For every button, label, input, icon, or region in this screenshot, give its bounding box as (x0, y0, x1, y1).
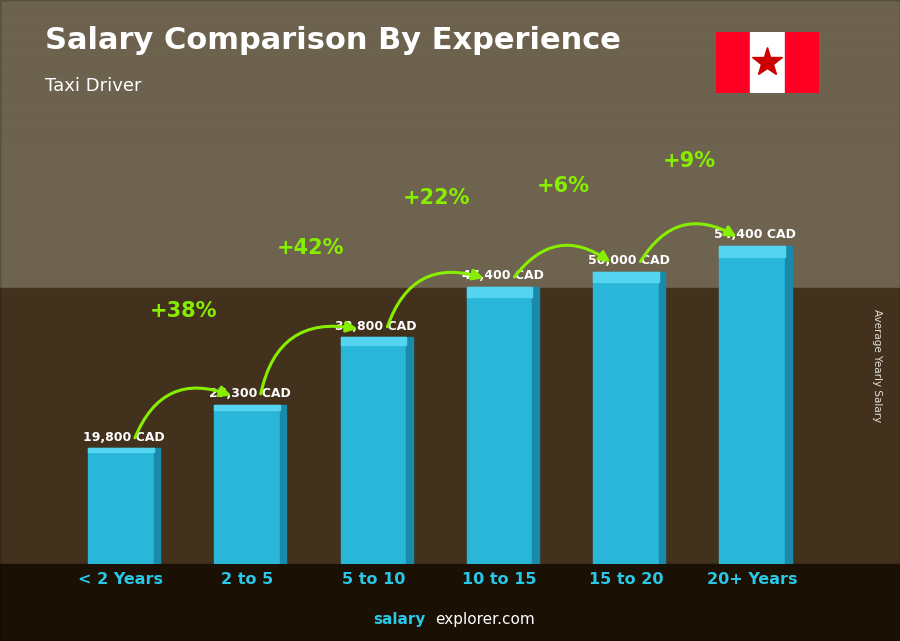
Text: 27,300 CAD: 27,300 CAD (209, 387, 291, 400)
Text: +22%: +22% (403, 188, 470, 208)
Bar (88, 448, 154, 564)
Bar (0, 29, 900, 43)
Bar (593, 272, 659, 282)
Bar (0, 115, 900, 129)
Text: 50,000 CAD: 50,000 CAD (588, 254, 670, 267)
Bar (750, 32, 785, 93)
Text: Taxi Driver: Taxi Driver (45, 77, 141, 95)
Text: +38%: +38% (150, 301, 218, 321)
Polygon shape (659, 272, 665, 564)
Bar (214, 404, 280, 410)
Bar (593, 272, 659, 564)
Bar (0, 43, 900, 58)
Bar (0, 0, 900, 14)
Bar (0, 245, 900, 260)
Bar (340, 337, 406, 345)
Bar (0, 101, 900, 115)
Bar (0, 564, 900, 641)
Bar (0, 274, 900, 288)
Bar (0, 0, 900, 288)
Bar (0, 72, 900, 87)
Bar (214, 404, 280, 564)
Bar (719, 246, 785, 257)
Bar (0, 288, 900, 564)
Bar (0, 159, 900, 173)
Bar (719, 246, 785, 564)
Bar (0, 58, 900, 72)
Text: +6%: +6% (536, 176, 590, 196)
Bar (716, 32, 750, 93)
Text: salary: salary (374, 612, 426, 627)
Bar (0, 202, 900, 216)
Text: explorer.com: explorer.com (435, 612, 535, 627)
Polygon shape (533, 287, 539, 564)
Polygon shape (280, 404, 286, 564)
Bar (0, 144, 900, 158)
Bar (467, 287, 533, 297)
Polygon shape (785, 246, 792, 564)
Text: +42%: +42% (276, 238, 344, 258)
Bar (467, 287, 533, 564)
Bar (0, 129, 900, 144)
Text: Average Yearly Salary: Average Yearly Salary (872, 309, 883, 422)
Bar (0, 187, 900, 202)
Text: +9%: +9% (662, 151, 716, 171)
Text: 54,400 CAD: 54,400 CAD (715, 228, 796, 242)
Bar (0, 231, 900, 245)
Text: 47,400 CAD: 47,400 CAD (462, 269, 544, 282)
Bar (340, 337, 406, 564)
Bar (0, 217, 900, 231)
Polygon shape (154, 448, 160, 564)
Text: 38,800 CAD: 38,800 CAD (336, 320, 417, 333)
Polygon shape (406, 337, 413, 564)
Bar (0, 260, 900, 274)
Bar (0, 87, 900, 101)
Bar (0, 14, 900, 29)
Bar (785, 32, 819, 93)
Text: 19,800 CAD: 19,800 CAD (83, 431, 165, 444)
Bar (88, 448, 154, 453)
Text: Salary Comparison By Experience: Salary Comparison By Experience (45, 26, 621, 54)
Bar (0, 173, 900, 187)
